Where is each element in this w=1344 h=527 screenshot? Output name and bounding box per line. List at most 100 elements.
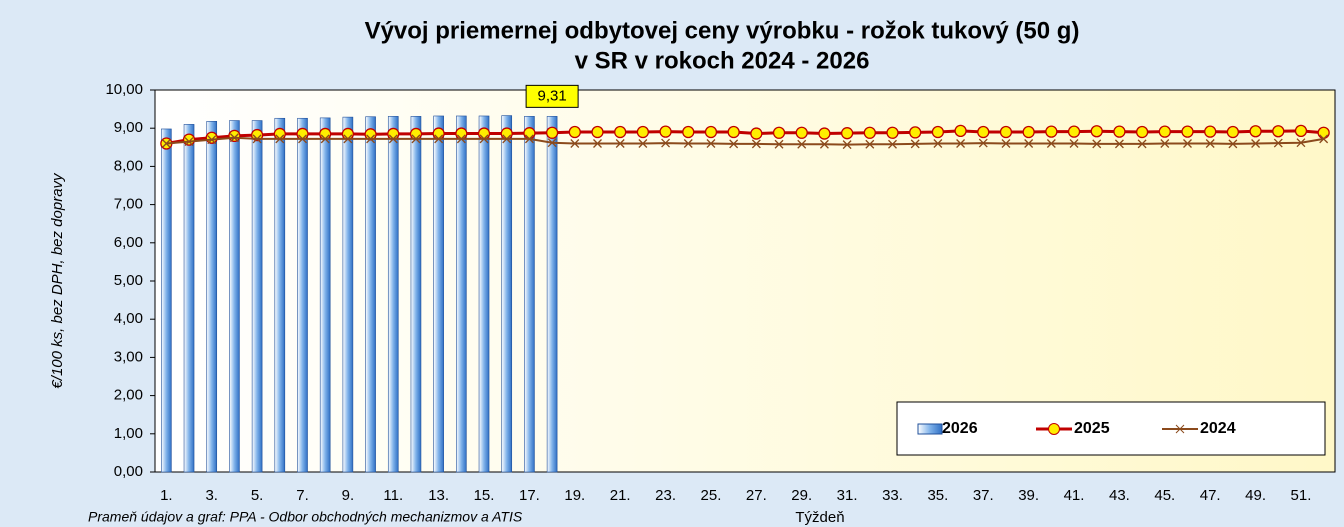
y-axis-label: €/100 ks, bez DPH, bez dopravy	[49, 172, 66, 389]
line	[166, 129, 1324, 145]
marker	[161, 139, 171, 148]
marker	[1092, 139, 1102, 149]
marker	[682, 125, 695, 139]
marker	[661, 138, 671, 148]
x-tick-label: 33.	[882, 487, 903, 504]
marker	[1181, 125, 1194, 138]
marker	[547, 138, 557, 148]
y-tick-label: 2,00	[114, 387, 143, 404]
marker	[252, 134, 262, 144]
marker	[1046, 139, 1056, 148]
legend-label: 2025	[1074, 420, 1110, 437]
marker	[704, 125, 718, 139]
marker	[1205, 139, 1215, 148]
marker	[1294, 124, 1308, 138]
marker	[1296, 138, 1306, 148]
marker	[795, 126, 808, 139]
x-tick-label: 13.	[428, 487, 449, 504]
marker	[797, 139, 807, 149]
x-tick-label: 21.	[610, 487, 631, 504]
marker	[1022, 125, 1035, 139]
marker	[1249, 125, 1262, 138]
bar	[206, 121, 218, 473]
marker	[432, 127, 445, 140]
line	[166, 136, 1324, 146]
bar	[546, 116, 558, 473]
marker	[570, 139, 580, 148]
marker	[729, 139, 739, 149]
marker	[977, 125, 990, 139]
chart-title: v SR v rokoch 2024 - 2026	[575, 47, 870, 74]
marker	[298, 134, 307, 144]
chart-title: Vývoj priemernej odbytovej ceny výrobku …	[365, 17, 1080, 44]
legend-swatch	[1048, 423, 1060, 435]
marker	[1024, 139, 1034, 148]
marker	[296, 127, 309, 141]
bar	[501, 115, 513, 473]
x-tick-label: 27.	[746, 487, 767, 504]
marker	[909, 126, 922, 139]
marker	[343, 134, 353, 144]
marker	[523, 127, 536, 140]
x-tick-label: 15.	[474, 487, 495, 504]
marker	[1113, 125, 1126, 138]
x-tick-label: 23.	[655, 487, 676, 504]
y-tick-label: 9,00	[114, 119, 143, 136]
legend-swatch	[917, 423, 943, 435]
marker	[683, 139, 693, 148]
marker	[477, 127, 491, 140]
marker	[727, 125, 740, 139]
marker	[207, 135, 217, 145]
marker	[933, 139, 943, 148]
marker	[184, 137, 194, 147]
marker	[1090, 125, 1103, 138]
legend-swatch	[1175, 424, 1185, 434]
bar	[274, 117, 286, 473]
value-label-box	[525, 84, 579, 108]
marker	[750, 127, 763, 140]
x-tick-label: 3.	[205, 487, 218, 504]
bar	[456, 115, 467, 473]
y-tick-label: 5,00	[114, 272, 143, 289]
bar	[478, 115, 490, 473]
marker	[456, 134, 466, 144]
x-tick-label: 17.	[519, 487, 540, 504]
marker	[886, 126, 899, 139]
marker	[1114, 139, 1124, 149]
legend	[896, 401, 1326, 456]
marker	[863, 126, 876, 139]
marker	[275, 134, 285, 144]
marker	[978, 138, 988, 148]
marker	[1319, 134, 1329, 144]
marker	[1045, 125, 1058, 138]
marker	[751, 139, 761, 149]
x-tick-label: 35.	[927, 487, 948, 504]
x-tick-label: 41.	[1064, 487, 1085, 504]
x-tick-label: 1.	[160, 487, 173, 504]
marker	[1001, 139, 1011, 148]
x-axis-label: Týždeň	[795, 509, 844, 526]
marker	[229, 133, 239, 143]
y-tick-label: 4,00	[114, 310, 143, 327]
y-tick-label: 10,00	[105, 81, 143, 98]
x-tick-label: 31.	[837, 487, 858, 504]
bar	[410, 116, 422, 473]
marker	[273, 127, 286, 141]
marker	[1251, 139, 1261, 148]
marker	[1273, 138, 1283, 148]
legend-label: 2024	[1200, 420, 1236, 437]
bar	[319, 117, 331, 473]
bar	[387, 116, 399, 473]
marker	[502, 134, 512, 144]
marker	[842, 140, 852, 150]
x-tick-label: 9.	[342, 487, 355, 504]
marker	[659, 125, 672, 138]
marker	[706, 139, 716, 148]
marker	[615, 139, 625, 148]
y-tick-label: 8,00	[114, 157, 143, 174]
marker	[931, 125, 945, 139]
marker	[319, 127, 332, 141]
marker	[500, 127, 513, 140]
x-tick-label: 47.	[1200, 487, 1221, 504]
x-tick-label: 45.	[1154, 487, 1175, 504]
